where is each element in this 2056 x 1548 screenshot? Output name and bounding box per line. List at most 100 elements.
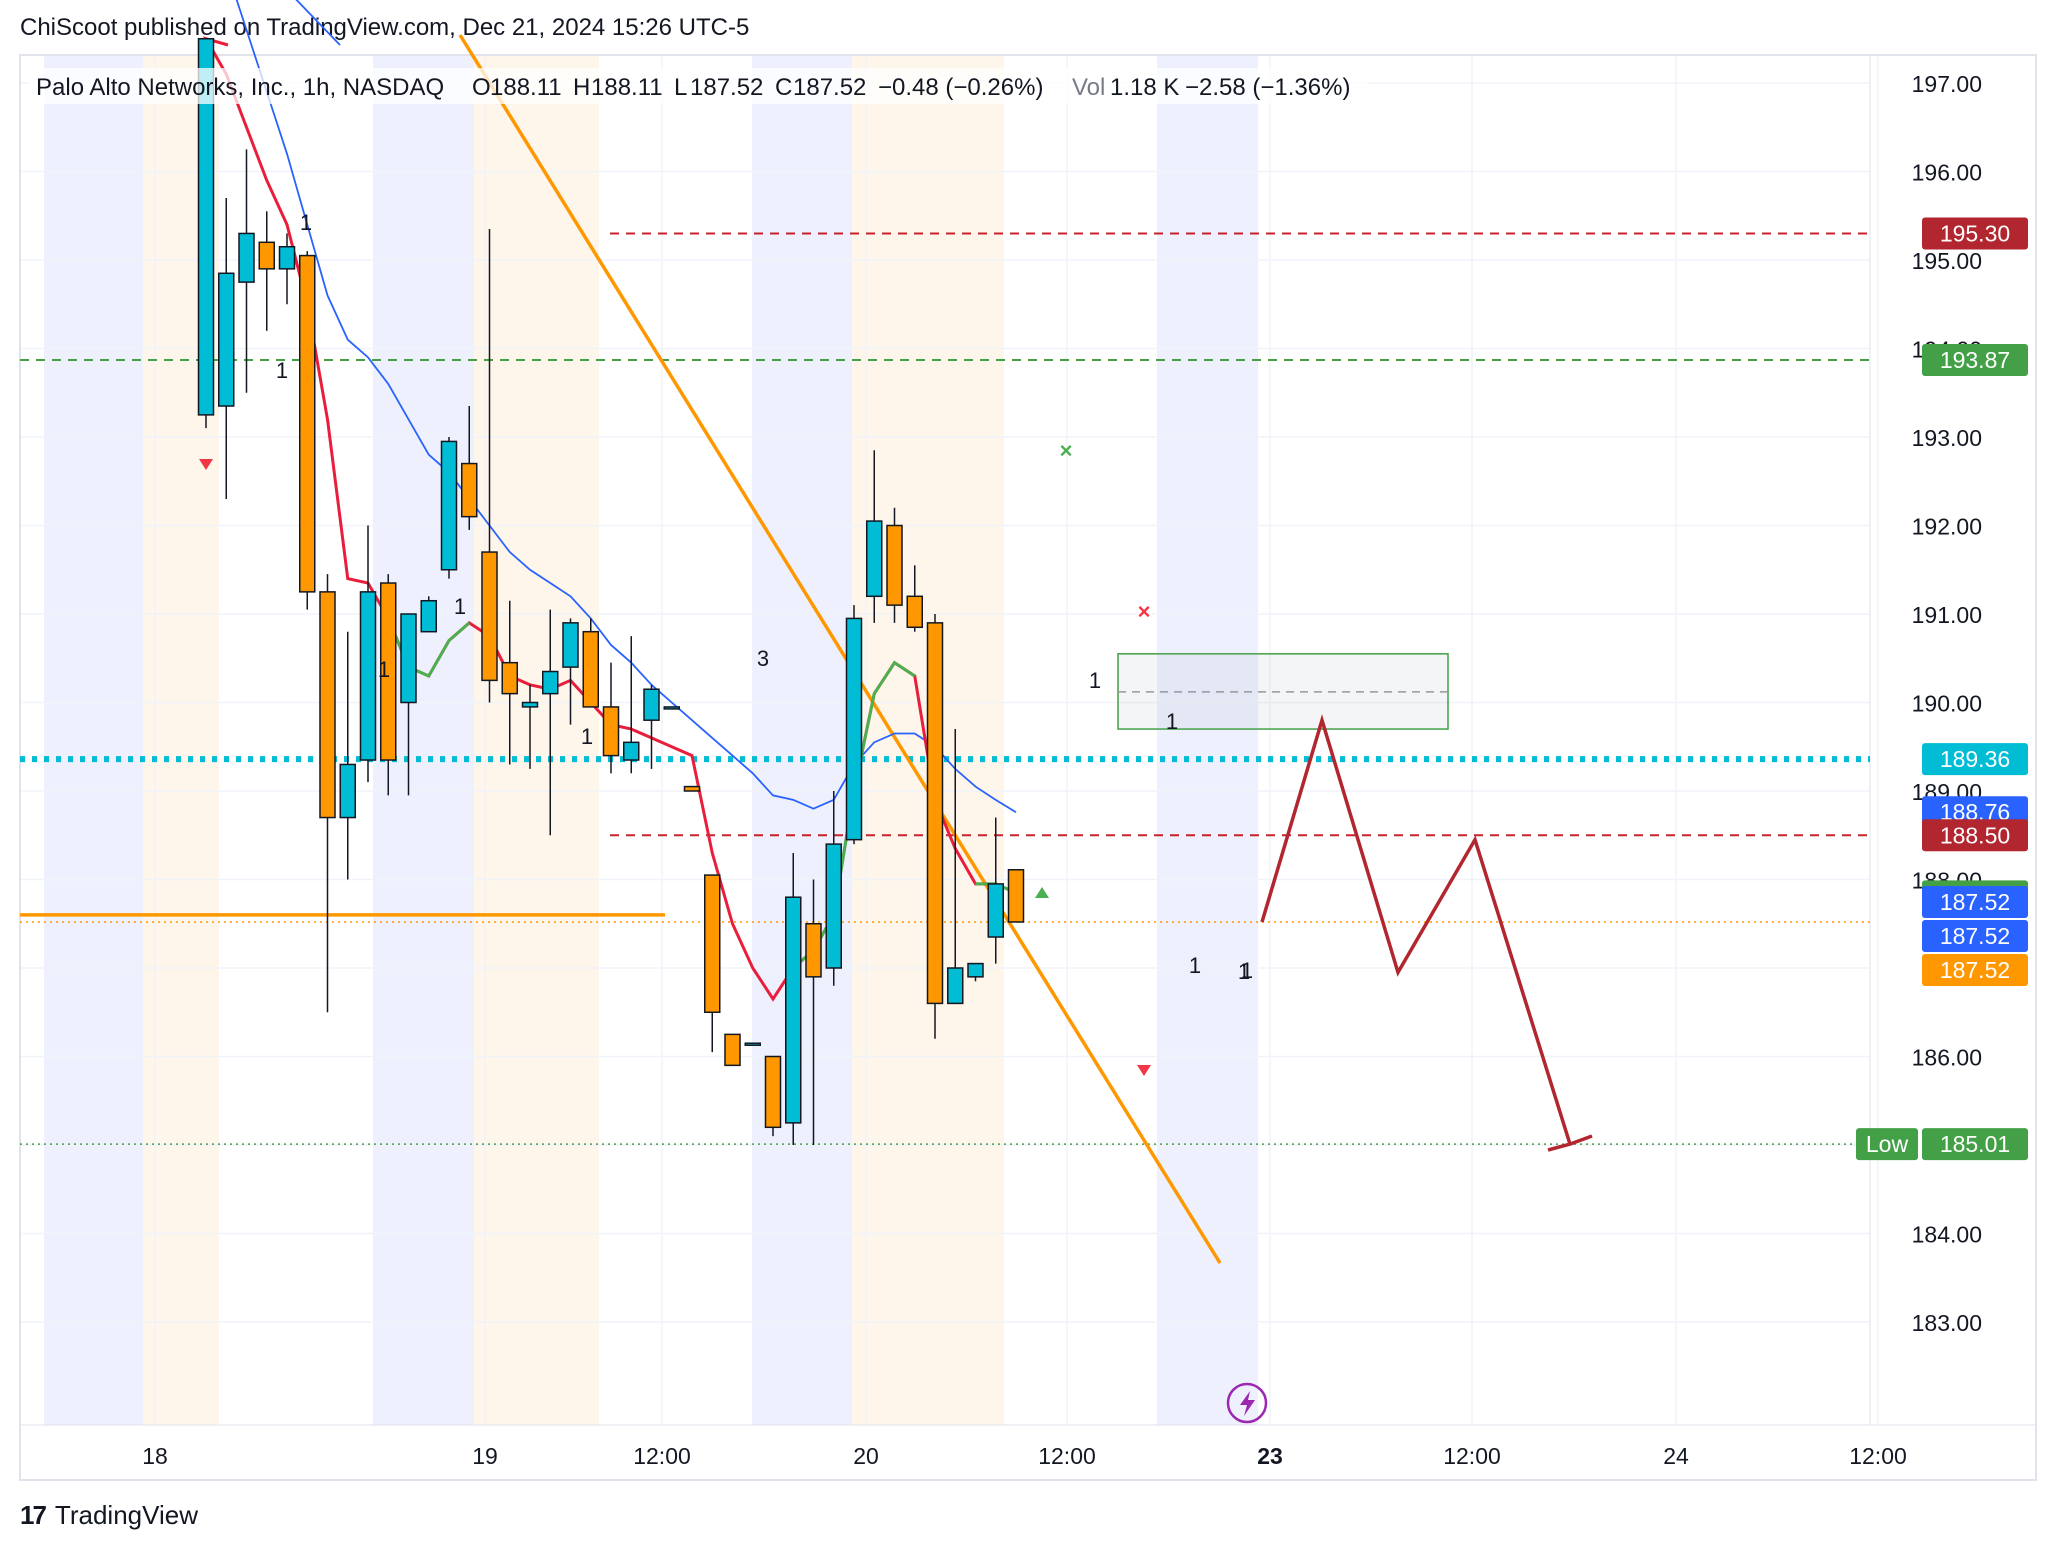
time-tick-label: 20 bbox=[853, 1443, 879, 1469]
price-labels: 195.30193.87189.36188.76188.50187.81187.… bbox=[1856, 217, 2028, 1161]
candle[interactable] bbox=[724, 1033, 741, 1067]
candle[interactable] bbox=[764, 1055, 782, 1137]
candle-body bbox=[744, 1042, 761, 1046]
candle-body bbox=[947, 967, 964, 1005]
price-label-text: 193.87 bbox=[1940, 347, 2010, 373]
candle[interactable] bbox=[744, 1042, 761, 1046]
price-tick-label: 183.00 bbox=[1912, 1310, 1982, 1336]
candle-body bbox=[258, 241, 275, 270]
candle[interactable] bbox=[400, 613, 417, 796]
candle[interactable] bbox=[562, 618, 579, 725]
low-tag[interactable]: Low bbox=[1856, 1128, 1918, 1161]
candle[interactable] bbox=[987, 817, 1004, 964]
candle[interactable] bbox=[299, 251, 316, 610]
candle-body bbox=[380, 582, 397, 761]
price-tick-label: 190.00 bbox=[1912, 691, 1982, 717]
price-label-tag[interactable]: 188.50 bbox=[1922, 819, 2028, 852]
candle[interactable] bbox=[218, 198, 235, 499]
cross-marker: × bbox=[1060, 438, 1073, 463]
signal-markers: ×× bbox=[199, 438, 1151, 1076]
legend-symbol: Palo Alto Networks, Inc., 1h, NASDAQ bbox=[36, 74, 444, 101]
descending-trendline bbox=[458, 34, 1222, 1264]
annotation-label: 3 bbox=[757, 646, 769, 671]
legend-close-value: 187.52 bbox=[793, 74, 866, 101]
candle-body bbox=[339, 763, 356, 819]
projection-line bbox=[1260, 714, 1572, 1145]
session-band-blue bbox=[44, 55, 143, 1425]
session-shading bbox=[44, 55, 1258, 1425]
price-label-tag[interactable]: 185.01 bbox=[1922, 1128, 2028, 1161]
candle[interactable] bbox=[359, 525, 377, 783]
price-label-bg bbox=[1922, 344, 2028, 377]
projection-path bbox=[1260, 714, 1593, 1152]
candle-body bbox=[501, 661, 518, 695]
price-label-bg bbox=[1922, 1128, 2028, 1161]
candle-body bbox=[845, 617, 863, 841]
candle[interactable] bbox=[866, 450, 883, 623]
candle[interactable] bbox=[785, 852, 802, 1145]
candle[interactable] bbox=[683, 785, 701, 792]
price-label-tag[interactable]: 187.52 bbox=[1922, 953, 2028, 986]
candle[interactable] bbox=[481, 229, 498, 703]
candle[interactable] bbox=[339, 631, 356, 880]
candle-body bbox=[1007, 869, 1025, 923]
ema-slow-line bbox=[235, 0, 1017, 814]
legend-open-value: 188.11 bbox=[490, 74, 562, 101]
candle[interactable] bbox=[663, 706, 680, 710]
candle[interactable] bbox=[319, 574, 336, 1013]
price-label-tag[interactable]: 187.52 bbox=[1922, 885, 2028, 918]
candle[interactable] bbox=[845, 605, 863, 845]
price-label-bg bbox=[1922, 819, 2028, 852]
candle[interactable] bbox=[461, 406, 478, 530]
price-label-tag[interactable]: 195.30 bbox=[1922, 217, 2028, 250]
candle[interactable] bbox=[542, 609, 559, 836]
candle[interactable] bbox=[643, 684, 660, 769]
candle[interactable] bbox=[440, 437, 458, 579]
candle-body bbox=[278, 245, 296, 270]
candle-body bbox=[643, 688, 660, 721]
candle-body bbox=[299, 254, 316, 593]
candle[interactable] bbox=[521, 684, 539, 769]
candle[interactable] bbox=[380, 574, 397, 796]
candle[interactable] bbox=[582, 618, 599, 708]
candle[interactable] bbox=[420, 596, 437, 633]
price-tick-label: 192.00 bbox=[1912, 514, 1982, 540]
candle[interactable] bbox=[704, 874, 721, 1053]
candle[interactable] bbox=[501, 600, 518, 765]
candle[interactable] bbox=[926, 614, 944, 1039]
trend-lines bbox=[458, 34, 1222, 1264]
candle[interactable] bbox=[258, 211, 275, 331]
published-line: ChiScoot published on TradingView.com, D… bbox=[20, 14, 750, 41]
candle[interactable] bbox=[238, 149, 255, 393]
candle[interactable] bbox=[906, 565, 923, 632]
legend-volume-change: −2.58 (−1.36%) bbox=[1185, 74, 1350, 101]
candle[interactable] bbox=[197, 38, 215, 429]
candle-body bbox=[582, 630, 599, 708]
candle[interactable] bbox=[278, 233, 296, 305]
candle[interactable] bbox=[623, 636, 640, 774]
price-tick-label: 197.00 bbox=[1912, 71, 1982, 97]
session-band-orange bbox=[474, 55, 599, 1425]
candle[interactable] bbox=[825, 791, 842, 986]
tradingview-logo[interactable]: 17 TradingView bbox=[20, 1500, 198, 1531]
candle-body bbox=[704, 874, 721, 1014]
candle[interactable] bbox=[805, 879, 822, 1146]
candle[interactable] bbox=[1007, 869, 1025, 923]
price-label-tag[interactable]: 189.36 bbox=[1922, 743, 2028, 776]
annotation-label: 1 bbox=[581, 724, 593, 749]
price-label-tag[interactable]: 187.52 bbox=[1922, 919, 2028, 952]
annotation-label: 1 bbox=[1238, 959, 1250, 984]
candle-body bbox=[764, 1055, 782, 1129]
candle[interactable] bbox=[967, 962, 984, 982]
candle[interactable] bbox=[947, 729, 964, 1005]
price-label-text: 189.36 bbox=[1940, 746, 2010, 772]
candle[interactable] bbox=[886, 507, 903, 623]
alert-icon[interactable] bbox=[1226, 1382, 1268, 1424]
candle-body bbox=[967, 962, 984, 978]
price-label-text: 188.50 bbox=[1940, 822, 2010, 848]
candle[interactable] bbox=[602, 662, 620, 774]
session-band-blue bbox=[1157, 55, 1258, 1425]
sell-signal-triangle bbox=[199, 459, 213, 470]
price-label-tag[interactable]: 193.87 bbox=[1922, 344, 2028, 377]
